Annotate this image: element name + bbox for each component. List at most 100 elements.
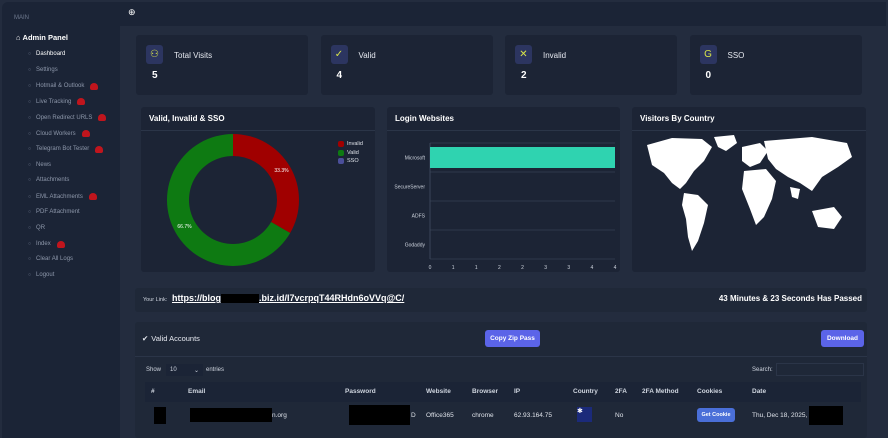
table-header — [145, 382, 861, 402]
donut-slice-valid[interactable] — [166, 134, 291, 266]
sidebar-item[interactable]: ○ News — [28, 161, 52, 168]
australia-flag-icon: ✱ — [577, 407, 592, 422]
search-input[interactable] — [776, 363, 864, 376]
link-label: Your Link: — [143, 297, 168, 303]
x-tick-label: 1 — [452, 265, 455, 271]
y-tick-label: SecureServer — [394, 185, 425, 191]
column-header[interactable]: IP — [514, 388, 521, 395]
show-label: Show — [146, 367, 162, 373]
check-circle-icon: ✔ — [142, 334, 149, 343]
column-header[interactable]: Website — [426, 388, 451, 395]
sidebar: MAIN ⌂ Admin Panel ○ Dashboard ○ Settings ○ Ho… — [2, 2, 120, 438]
copy-zip-pass-button[interactable]: Copy Zip Pass — [485, 330, 540, 347]
sidebar-item[interactable]: ○ QR — [28, 224, 46, 231]
entries-label: entries — [206, 367, 225, 373]
redacted-password — [349, 405, 410, 425]
menu-toggle-icon[interactable]: ⊕ — [128, 7, 136, 17]
sidebar-item[interactable]: ○ Index — [28, 240, 65, 248]
sidebar-item[interactable]: ○ Logout — [28, 272, 55, 279]
password-cell: D — [411, 412, 416, 419]
legend-swatch — [338, 141, 344, 147]
x-tick-label: 4 — [590, 265, 593, 271]
download-button[interactable]: Download — [821, 330, 864, 347]
column-header[interactable]: 2FA — [615, 388, 627, 395]
column-header[interactable]: Browser — [472, 388, 499, 395]
bar-microsoft[interactable] — [430, 147, 615, 168]
bullet-icon: ○ — [28, 161, 32, 168]
slice-label: 66.7% — [177, 224, 192, 230]
home-icon: ⌂ — [16, 33, 21, 42]
donut-chart: 33.3% 66.7% — [166, 134, 299, 266]
sidebar-title: ⌂ Admin Panel — [16, 33, 68, 42]
bullet-icon: ○ — [28, 130, 32, 137]
sidebar-item[interactable]: ○ Cloud Workers — [28, 130, 90, 137]
column-header[interactable]: Email — [188, 388, 206, 395]
elapsed-time: 43 Minutes & 23 Seconds Has Passed — [718, 294, 862, 303]
shield-x-icon: ✕ — [515, 45, 532, 64]
legend-swatch — [338, 149, 344, 156]
column-header[interactable]: # — [151, 388, 155, 395]
bullet-icon: ○ — [28, 256, 32, 263]
x-tick-label: 0 — [429, 265, 432, 271]
sidebar-item[interactable]: ○ Dashboard — [28, 51, 66, 57]
column-header[interactable]: Country — [573, 388, 598, 395]
redacted-id — [154, 407, 166, 424]
chart-title: Login Websites — [395, 114, 454, 123]
bullet-icon: ○ — [28, 241, 32, 248]
bullet-icon: ○ — [28, 114, 32, 121]
legend-item[interactable]: SSO — [338, 158, 359, 164]
map-card: Visitors By Country — [632, 107, 866, 272]
email-cell: n.org — [272, 412, 287, 419]
redacted-email — [190, 408, 272, 422]
chevron-down-icon: ⌄ — [193, 368, 199, 374]
website-cell: Office365 — [426, 412, 454, 419]
hot-badge-icon — [81, 130, 90, 137]
bullet-icon: ○ — [28, 146, 32, 153]
slice-label: 33.3% — [274, 168, 289, 174]
chart-title: Valid, Invalid & SSO — [149, 114, 225, 123]
column-header[interactable]: 2FA Method — [642, 388, 679, 395]
sso-icon: G — [699, 45, 717, 64]
sidebar-item[interactable]: ○ Attachments — [28, 177, 70, 184]
entries-select[interactable]: 10 ⌄ — [166, 364, 203, 376]
bullet-icon: ○ — [28, 83, 32, 90]
world-map — [647, 135, 852, 251]
link-bar: Your Link: https://blog .biz.id/I7vcrpqT4… — [135, 288, 867, 312]
column-header[interactable]: Date — [752, 388, 767, 395]
users-icon: ⚇ — [146, 45, 163, 64]
get-cookie-button[interactable]: Get Cookie — [697, 408, 735, 422]
hot-badge-icon — [90, 82, 99, 90]
stat-card: G SSO 0 — [689, 35, 862, 95]
sidebar-item[interactable]: ○ Clear All Logs — [28, 256, 74, 263]
panel-title: ✔ Valid Accounts — [142, 334, 200, 343]
x-tick-label: 2 — [521, 265, 524, 271]
sidebar-item[interactable]: ○ EML Attachments — [28, 193, 97, 201]
date-cell: Thu, Dec 18, 2025, — [752, 412, 808, 419]
sidebar-item[interactable]: ○ Telegram Bot Tester — [28, 145, 104, 153]
browser-cell: chrome — [472, 412, 494, 419]
column-header[interactable]: Cookies — [697, 388, 723, 395]
bullet-icon: ○ — [28, 224, 32, 231]
bullet-icon: ○ — [28, 177, 32, 184]
hot-badge-icon — [56, 240, 65, 248]
donut-slice-invalid[interactable] — [233, 134, 299, 233]
hot-badge-icon — [98, 114, 107, 122]
sidebar-item[interactable]: ○ Settings — [28, 66, 58, 73]
bullet-icon: ○ — [28, 209, 32, 215]
column-header[interactable]: Password — [345, 388, 376, 395]
hot-badge-icon — [77, 98, 86, 106]
legend-item[interactable]: Valid — [338, 149, 359, 156]
phishing-link[interactable]: https://blog .biz.id/I7vcrpqT44RHdn6oVVq@… — [172, 293, 405, 304]
sidebar-item[interactable]: ○ PDF Attachment — [28, 209, 80, 215]
hot-badge-icon — [88, 193, 97, 201]
stat-card: ✓ Valid 4 — [320, 35, 493, 95]
x-tick-label: 3 — [567, 265, 570, 271]
topbar: ⊕ — [120, 2, 886, 26]
sidebar-item[interactable]: ○ Hotmail & Outlook — [28, 82, 99, 90]
sidebar-item[interactable]: ○ Open Redirect URLS — [28, 114, 107, 122]
legend-item[interactable]: Invalid — [338, 141, 363, 147]
sidebar-item[interactable]: ○ Live Tracking — [28, 98, 86, 106]
x-tick-label: 2 — [498, 265, 501, 271]
bullet-icon: ○ — [28, 98, 32, 105]
bullet-icon: ○ — [28, 66, 32, 73]
